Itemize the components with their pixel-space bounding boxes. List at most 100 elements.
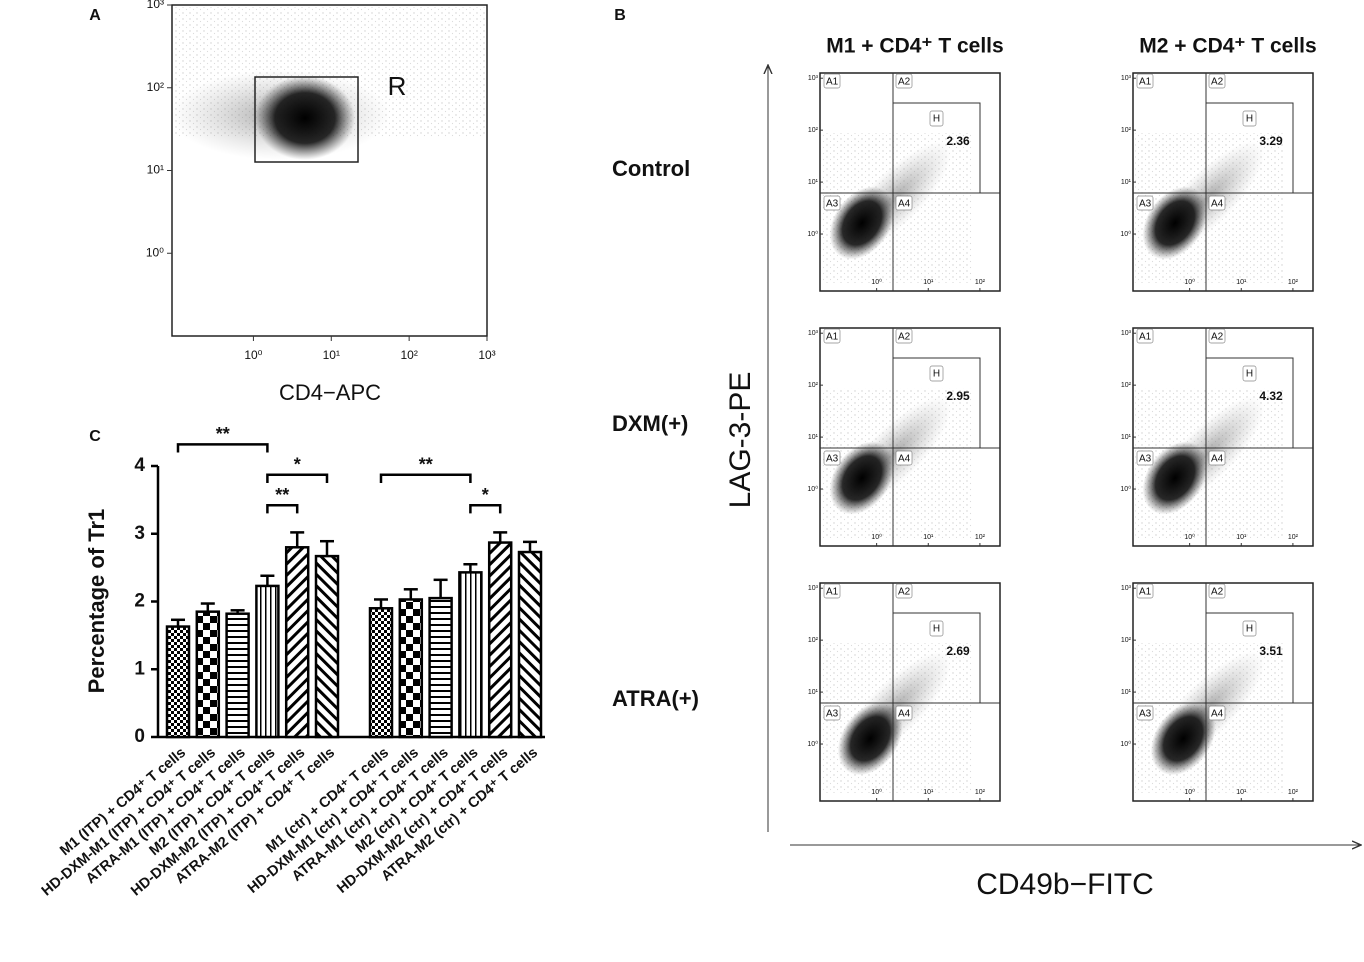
gate-label-box	[1242, 110, 1257, 127]
x-axis-label: CD4−APC	[279, 380, 381, 405]
bar	[284, 546, 310, 739]
quadrant-label-box	[823, 450, 841, 466]
quadrant-label: A3	[1139, 199, 1152, 210]
gate-value: 3.51	[1259, 644, 1283, 658]
y-tick-label: 10⁰	[146, 245, 164, 259]
cloud-core	[837, 702, 903, 776]
gate-h	[1205, 102, 1294, 194]
quadrant-label: A1	[826, 77, 839, 88]
gate-label: H	[1246, 114, 1253, 125]
quadrant-label-box	[1208, 705, 1226, 721]
quadrant-label: A2	[898, 332, 911, 343]
y-tick-label: 10³	[808, 75, 819, 82]
gate-value: 2.69	[946, 644, 970, 658]
x-tick-label: 10¹	[1236, 789, 1247, 796]
gate-label-box	[1242, 620, 1257, 637]
y-tick-label: 10¹	[1121, 179, 1132, 186]
y-tick-label: 10¹	[1121, 434, 1132, 441]
y-axis-label: Percentage of Tr1	[84, 509, 109, 694]
quadrant-label: A4	[1211, 454, 1224, 465]
x-axis-label: CD49b−FITC	[976, 868, 1154, 901]
panel-label: B	[614, 7, 626, 24]
gate-label-box	[1242, 365, 1257, 382]
x-tick-label: 10²	[975, 279, 986, 286]
y-tick-label: 10²	[1121, 637, 1132, 644]
quadrant-label: A2	[898, 587, 911, 598]
quadrant-label: A3	[1139, 709, 1152, 720]
x-tick-label: 10²	[975, 789, 986, 796]
gate-h	[1205, 612, 1294, 704]
y-tick-label: 2	[134, 591, 145, 612]
gate-h	[1205, 357, 1294, 449]
x-tick-label: 10²	[1288, 534, 1299, 541]
gate-label: H	[933, 114, 940, 125]
gate-label: H	[1246, 369, 1253, 380]
row-label: DXM(+)	[612, 411, 688, 436]
y-tick-label: 10¹	[1121, 689, 1132, 696]
quadrant-label-box	[823, 195, 841, 211]
quadrant-label: A4	[898, 199, 911, 210]
cloud-core	[1142, 441, 1208, 515]
x-tick-label: 10¹	[923, 279, 934, 286]
row-label: ATRA(+)	[612, 686, 699, 711]
quadrant-label-box	[1208, 195, 1226, 211]
quadrant-label: A4	[1211, 709, 1224, 720]
significance-label: *	[482, 485, 489, 505]
significance-bracket	[379, 473, 472, 483]
gate-label-box	[929, 110, 944, 127]
y-tick-label: 10³	[1121, 330, 1132, 337]
x-tick-label: 10²	[1288, 279, 1299, 286]
x-tick-label: 10²	[975, 534, 986, 541]
flow-plot: A1 A2 A3 A4 H 2.95 10⁰ 10¹ 10² 10⁰ 10¹ 10² 10³	[807, 327, 1001, 547]
quadrant-label-box	[1208, 328, 1226, 344]
bar	[255, 584, 280, 739]
gate-value: 4.32	[1259, 389, 1283, 403]
y-tick-label: 4	[134, 455, 145, 476]
y-tick-label: 10¹	[147, 163, 164, 177]
flow-plot: A1 A2 A3 A4 H 2.69 10⁰ 10¹ 10² 10⁰ 10¹ 10² 10³	[807, 582, 1001, 802]
cloud-core	[829, 441, 895, 515]
quadrant-label: A1	[1139, 587, 1152, 598]
gate-label-box	[929, 365, 944, 382]
y-tick-label: 10²	[1121, 382, 1132, 389]
bar	[225, 612, 250, 739]
x-tick-label: 10⁰	[1184, 533, 1195, 541]
gate-value: 2.36	[946, 134, 970, 148]
bar	[458, 571, 483, 739]
y-tick-label: 10⁰	[1120, 485, 1131, 493]
quadrant-label-box	[1208, 73, 1226, 89]
y-tick-label: 0	[134, 726, 145, 747]
gate-r	[254, 76, 359, 163]
quadrant-label: A4	[1211, 199, 1224, 210]
quadrant-label-box	[1208, 583, 1226, 599]
quadrant-label: A1	[826, 332, 839, 343]
x-tick-label: 10¹	[1236, 534, 1247, 541]
significance-bracket	[469, 504, 502, 514]
bar	[398, 598, 424, 739]
significance-bracket	[266, 504, 299, 514]
y-tick-label: 10³	[808, 330, 819, 337]
quadrant-label: A2	[898, 77, 911, 88]
flow-plot: A1 A2 A3 A4 H 3.29 10⁰ 10¹ 10² 10⁰ 10¹ 10² 10³	[1120, 72, 1314, 292]
x-tick-label: 10¹	[923, 534, 934, 541]
quadrant-label-box	[823, 328, 841, 344]
y-tick-label: 10²	[808, 637, 819, 644]
significance-label: **	[419, 455, 433, 475]
quadrant-label-box	[823, 583, 841, 599]
gate-h	[892, 357, 981, 449]
significance-label: *	[294, 455, 301, 475]
quadrant-label-box	[823, 73, 841, 89]
gate-label-box	[929, 620, 944, 637]
column-header: M1 + CD4⁺ T cells	[826, 35, 1003, 58]
y-tick-label: 3	[134, 523, 145, 544]
x-tick-label: 10⁰	[871, 533, 882, 541]
quadrant-label: A2	[1211, 77, 1224, 88]
quadrant-label-box	[1136, 583, 1154, 599]
quadrant-label: A3	[1139, 454, 1152, 465]
quadrant-label: A1	[826, 587, 839, 598]
gate-label: H	[1246, 624, 1253, 635]
y-tick-label: 10⁰	[807, 485, 818, 493]
x-tick-label: 10¹	[923, 789, 934, 796]
bar	[195, 610, 221, 739]
